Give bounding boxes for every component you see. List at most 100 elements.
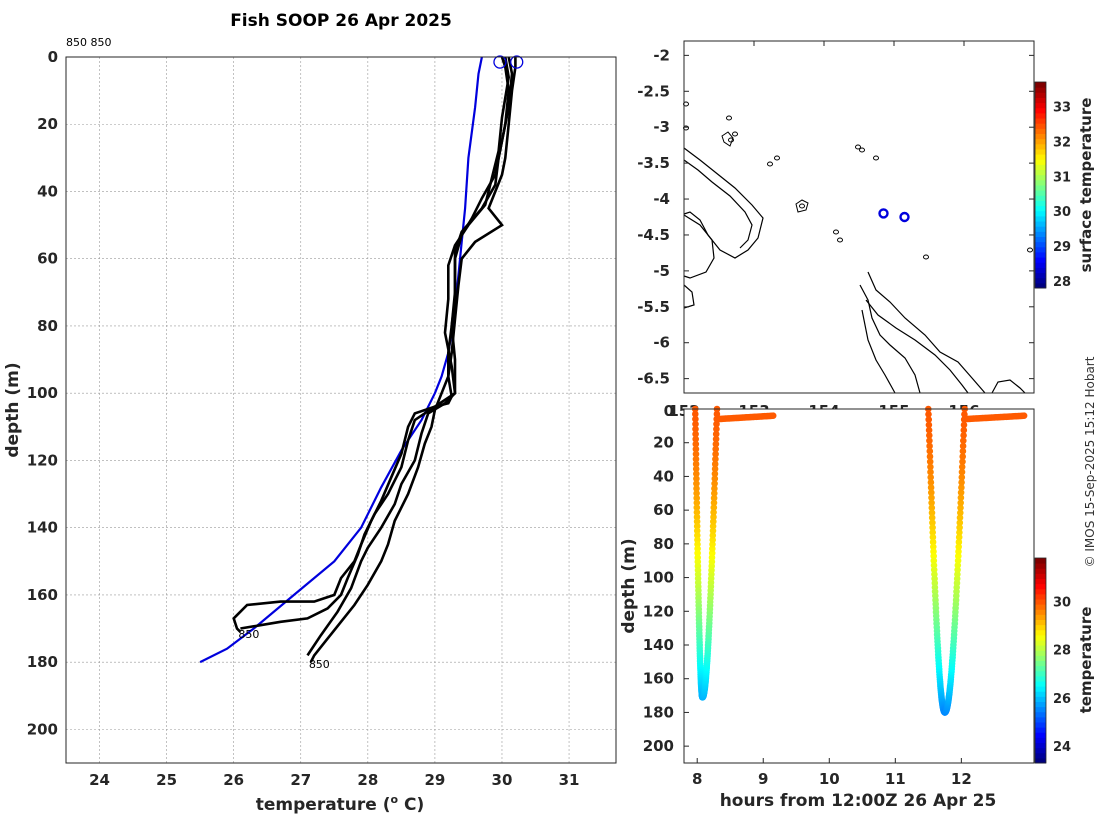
colorbar-segment xyxy=(1035,164,1046,171)
y-tick-label: 140 xyxy=(27,519,58,537)
map-y-tick-label: -4.5 xyxy=(637,226,670,244)
dive-2-sample xyxy=(957,509,964,517)
section-y-tick-label: 80 xyxy=(653,535,674,553)
colorbar-segment xyxy=(1035,619,1046,626)
dive-1-sample xyxy=(692,435,699,443)
dive-2-sample xyxy=(959,453,966,460)
island xyxy=(873,155,879,161)
colorbar-tick-label: 26 xyxy=(1053,692,1071,707)
section-y-tick-label: 160 xyxy=(643,670,674,688)
colorbar-border xyxy=(1034,557,1047,764)
colorbar-segment xyxy=(1035,650,1046,656)
colorbar-segment xyxy=(1035,231,1046,237)
dive-2-sample xyxy=(958,474,966,481)
colorbar-segment xyxy=(1035,706,1046,713)
dive-1-sample xyxy=(712,440,720,448)
dive-1-sample xyxy=(692,425,699,433)
dive-1-sample xyxy=(709,527,717,535)
series-climatology xyxy=(199,56,483,664)
colorbar-tick-label: 28 xyxy=(1053,644,1071,659)
dive-1-sample xyxy=(710,494,718,502)
colorbar-border xyxy=(1034,81,1047,289)
dive-1-sample xyxy=(710,509,717,516)
map-y-tick-label: -5.5 xyxy=(637,298,670,316)
section-x-tick-label: 9 xyxy=(758,770,768,788)
surface-temperature-colorbar: 28 29 30 31 32 33 xyxy=(1034,81,1071,290)
map-border xyxy=(683,40,1035,394)
colorbar-segment xyxy=(1035,190,1046,196)
island xyxy=(774,155,780,161)
colorbar-segment xyxy=(1035,159,1046,165)
dive-1-sample xyxy=(693,494,700,502)
colorbar-segment xyxy=(1035,614,1046,620)
island xyxy=(799,203,805,209)
start-marker xyxy=(493,55,507,69)
colorbar-segment xyxy=(1035,737,1046,743)
dive-1-sample xyxy=(710,513,717,521)
colorbar-segment xyxy=(1035,87,1046,93)
dive-2-sample xyxy=(959,458,966,466)
section-y-tick-label: 100 xyxy=(643,569,674,587)
coastline xyxy=(683,147,764,259)
island xyxy=(726,115,732,121)
island xyxy=(795,199,809,213)
dive-2-sample xyxy=(956,529,963,536)
colorbar-segment xyxy=(1035,757,1046,764)
section-area xyxy=(684,409,1034,763)
colorbar-segment xyxy=(1035,169,1046,176)
island xyxy=(859,147,865,153)
y-tick-label: 180 xyxy=(27,653,58,671)
colorbar-segment xyxy=(1035,272,1046,279)
colorbar-tick-label: 30 xyxy=(1053,205,1071,220)
colorbar-segment xyxy=(1035,681,1046,687)
dive-2-sample xyxy=(926,432,933,439)
dive-2-sample xyxy=(959,447,967,455)
dive-1-sample xyxy=(712,450,719,458)
section-border xyxy=(683,408,1035,764)
dive-2-sample xyxy=(930,543,937,551)
figure-title: Fish SOOP 26 Apr 2025 xyxy=(230,11,452,31)
colorbar-segment xyxy=(1035,246,1046,253)
x-tick-label: 29 xyxy=(424,771,445,789)
profile-plot: 24 25 26 27 28 29 30 31 0 20 40 60 80 100 120 140 160 180… xyxy=(27,48,617,789)
colorbar-segment xyxy=(1035,588,1046,595)
colorbar-segment xyxy=(1035,143,1046,150)
colorbar-segment xyxy=(1035,686,1046,692)
section-y-tick-label: 180 xyxy=(643,703,674,721)
x-tick-label: 30 xyxy=(492,771,513,789)
section-x-axis-label: hours from 12:00Z 26 Apr 25 xyxy=(720,791,997,811)
dive-2-sample xyxy=(957,504,964,512)
section-y-tick-label: 40 xyxy=(653,467,674,485)
colorbar-segment xyxy=(1035,645,1046,651)
dive-2-sample xyxy=(956,519,964,526)
colorbar-segment xyxy=(1035,716,1046,723)
colorbar-segment xyxy=(1035,123,1046,129)
start-marker xyxy=(510,55,524,69)
dive-1-sample xyxy=(692,465,700,473)
colorbar-segment xyxy=(1035,629,1046,636)
colorbar-segment xyxy=(1035,696,1046,702)
dive-1-sample xyxy=(693,485,700,492)
colorbar-tick-label: 32 xyxy=(1053,135,1071,150)
colorbar-segment xyxy=(1035,282,1046,289)
colorbar-segment xyxy=(1035,640,1046,646)
plot-border xyxy=(65,56,617,764)
colorbar-segment xyxy=(1035,241,1046,248)
dive-2-sample xyxy=(958,484,965,491)
colorbar-segment xyxy=(1035,148,1046,155)
dive-2-sample xyxy=(925,421,933,429)
colorbar-segment xyxy=(1035,174,1046,181)
map-y-tick-label: -2 xyxy=(653,46,670,64)
colorbar-segment xyxy=(1035,604,1046,610)
dive-2-sample xyxy=(927,468,934,476)
colorbar-segment xyxy=(1035,262,1046,268)
dive-1-sample xyxy=(693,518,701,525)
dive-1-sample xyxy=(693,527,701,535)
y-tick-label: 80 xyxy=(37,317,58,335)
colorbar-segment xyxy=(1035,624,1046,631)
dive-2-sample xyxy=(958,463,966,471)
dive-2-sample xyxy=(960,432,967,439)
dive-1-sample xyxy=(693,480,700,487)
